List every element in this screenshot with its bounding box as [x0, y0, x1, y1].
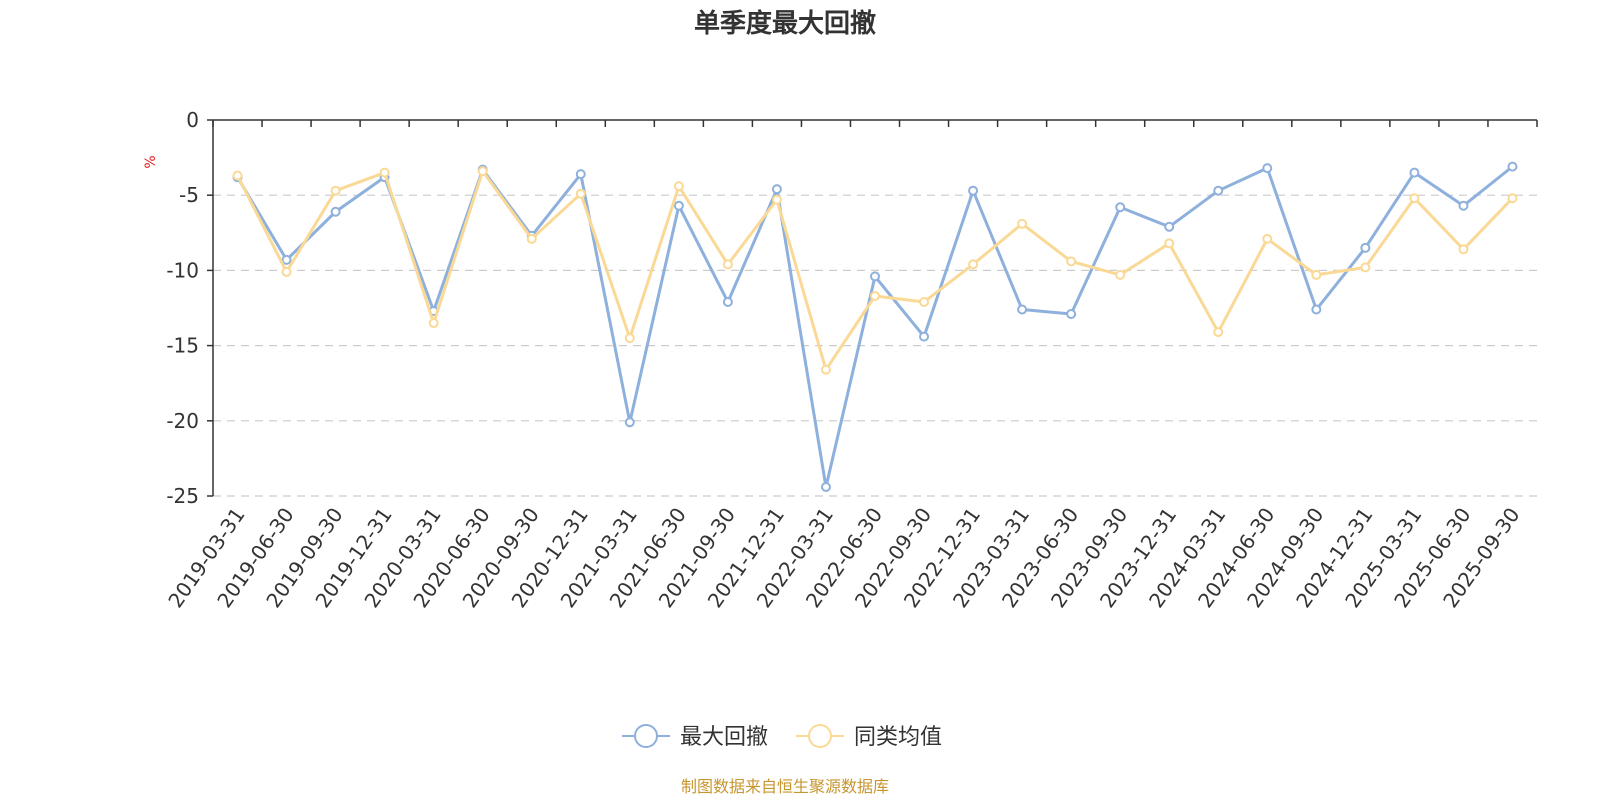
data-point[interactable] [1507, 193, 1518, 204]
data-point[interactable] [1507, 161, 1518, 172]
data-point[interactable] [1311, 304, 1322, 315]
data-point[interactable] [820, 481, 831, 492]
data-point[interactable] [968, 259, 979, 270]
data-point[interactable] [281, 254, 292, 265]
data-point[interactable] [1409, 167, 1420, 178]
data-point[interactable] [1066, 309, 1077, 320]
data-point[interactable] [919, 331, 930, 342]
data-point[interactable] [1311, 269, 1322, 280]
data-point[interactable] [968, 185, 979, 196]
data-point[interactable] [428, 318, 439, 329]
x-axis: 2019-03-312019-06-302019-09-302019-12-31… [163, 119, 1538, 612]
data-point[interactable] [624, 417, 635, 428]
data-point[interactable] [1262, 233, 1273, 244]
series-1 [232, 166, 1518, 375]
y-tick-label: -10 [166, 258, 199, 282]
data-point[interactable] [722, 259, 733, 270]
y-tick-label: -5 [179, 183, 199, 207]
data-point[interactable] [820, 364, 831, 375]
y-tick-label: -25 [166, 484, 199, 508]
y-tick-label: -20 [166, 409, 199, 433]
data-point[interactable] [673, 181, 684, 192]
legend-marker [634, 724, 658, 748]
data-point[interactable] [1458, 200, 1469, 211]
data-point[interactable] [1115, 202, 1126, 213]
data-point[interactable] [379, 167, 390, 178]
data-point[interactable] [771, 194, 782, 205]
y-tick-label: 0 [186, 108, 199, 132]
y-tick-label: -15 [166, 334, 199, 358]
data-point[interactable] [1360, 242, 1371, 253]
data-point[interactable] [624, 333, 635, 344]
data-point[interactable] [575, 169, 586, 180]
data-point[interactable] [919, 296, 930, 307]
series-line [236, 165, 1514, 489]
data-point[interactable] [870, 271, 880, 282]
data-point[interactable] [1066, 256, 1077, 267]
data-point[interactable] [330, 206, 341, 217]
series-0 [232, 161, 1518, 492]
data-point[interactable] [575, 188, 586, 199]
data-point[interactable] [1458, 244, 1469, 255]
data-point[interactable] [1409, 193, 1420, 204]
data-point[interactable] [526, 233, 537, 244]
data-point[interactable] [771, 184, 782, 195]
data-point[interactable] [1017, 304, 1028, 315]
chart-title: 单季度最大回撤 [694, 8, 876, 39]
data-point[interactable] [1164, 221, 1175, 232]
data-point[interactable] [330, 185, 341, 196]
legend-label: 同类均值 [854, 725, 942, 750]
data-point[interactable] [1213, 327, 1224, 338]
data-point[interactable] [281, 266, 292, 277]
data-point[interactable] [722, 296, 733, 307]
legend-item-0[interactable]: 最大回撤 [622, 724, 768, 750]
data-point[interactable] [1017, 218, 1028, 229]
data-point[interactable] [232, 170, 243, 181]
data-point[interactable] [870, 290, 880, 301]
legend-marker [808, 724, 832, 748]
y-axis: 0 -5 -10 -15 -20 -25 [166, 108, 214, 508]
series-layer [232, 161, 1518, 492]
legend-item-1[interactable]: 同类均值 [796, 724, 942, 750]
data-point[interactable] [477, 166, 488, 177]
grid-lines [213, 194, 1537, 497]
data-point[interactable] [673, 200, 684, 211]
data-point[interactable] [1262, 163, 1273, 174]
data-point[interactable] [1164, 238, 1175, 249]
y-axis-unit: % [143, 155, 159, 168]
data-point[interactable] [1213, 185, 1224, 196]
legend: 最大回撤 同类均值 [622, 724, 942, 750]
data-point[interactable] [1360, 262, 1371, 273]
source-note: 制图数据来自恒生聚源数据库 [681, 777, 889, 796]
data-point[interactable] [1115, 269, 1126, 280]
legend-label: 最大回撤 [680, 725, 768, 750]
